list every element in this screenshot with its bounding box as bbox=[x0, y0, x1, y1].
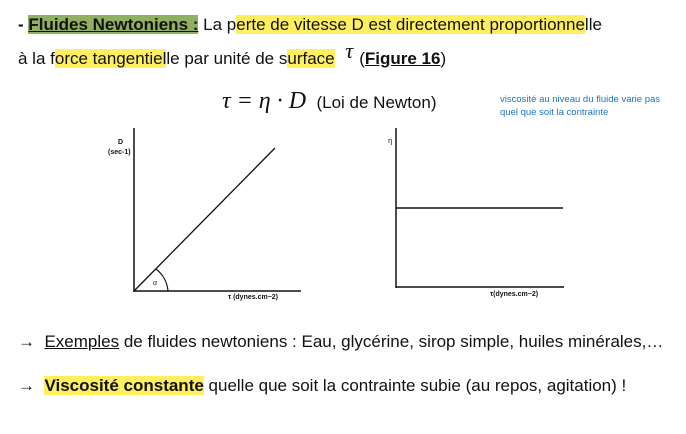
annotation-note: viscosité au niveau du fluide varie pas … bbox=[500, 94, 661, 118]
line-2: à la force tangentielle par unité de sur… bbox=[18, 38, 447, 70]
arrow-icon: → bbox=[18, 376, 35, 395]
right-graph bbox=[395, 128, 564, 288]
dash: - bbox=[18, 15, 29, 34]
text: lle bbox=[584, 15, 602, 34]
section-title: Fluides Newtoniens : bbox=[28, 15, 199, 34]
highlight: urface bbox=[287, 49, 335, 68]
alpha-label: α bbox=[153, 278, 158, 287]
formula: τ = η · D (Loi de Newton) bbox=[222, 88, 437, 115]
text: le par unité de s bbox=[166, 49, 288, 68]
bullet-1: → Exemples de fluides newtoniens : Eau, … bbox=[18, 331, 668, 352]
angle-arc bbox=[155, 268, 169, 292]
paren: ( bbox=[359, 49, 365, 68]
y-unit: (sec-1) bbox=[108, 149, 131, 156]
x-label: τ(dynes.cm−2) bbox=[490, 291, 539, 298]
text: de fluides newtoniens : Eau, glycérine, … bbox=[119, 332, 664, 351]
paren: ) bbox=[440, 49, 447, 68]
emphasis: Exemples bbox=[44, 332, 120, 351]
left-graph bbox=[133, 128, 301, 292]
tau-symbol: τ bbox=[345, 38, 354, 63]
equation: τ = η · D bbox=[222, 88, 307, 114]
y-label: D bbox=[118, 139, 124, 146]
arrow-icon: → bbox=[18, 332, 35, 351]
bullet-2: → Viscosité constante quelle que soit la… bbox=[18, 375, 668, 396]
text: quelle que soit la contrainte subie (au … bbox=[203, 376, 627, 395]
text: à la f bbox=[18, 49, 55, 68]
eta-label: η bbox=[388, 136, 393, 145]
emphasis: Viscosité constante bbox=[44, 376, 204, 395]
formula-label: (Loi de Newton) bbox=[316, 93, 437, 112]
highlight: orce tangentiel bbox=[54, 49, 167, 68]
text: La p bbox=[198, 15, 237, 34]
linear-line bbox=[133, 147, 276, 292]
highlight: erte de vitesse D est directement propor… bbox=[236, 15, 585, 34]
figure-ref: Figure 16 bbox=[364, 49, 441, 68]
x-label: τ (dynes.cm−2) bbox=[228, 294, 279, 301]
heading-line: - Fluides Newtoniens : La perte de vites… bbox=[18, 15, 602, 35]
